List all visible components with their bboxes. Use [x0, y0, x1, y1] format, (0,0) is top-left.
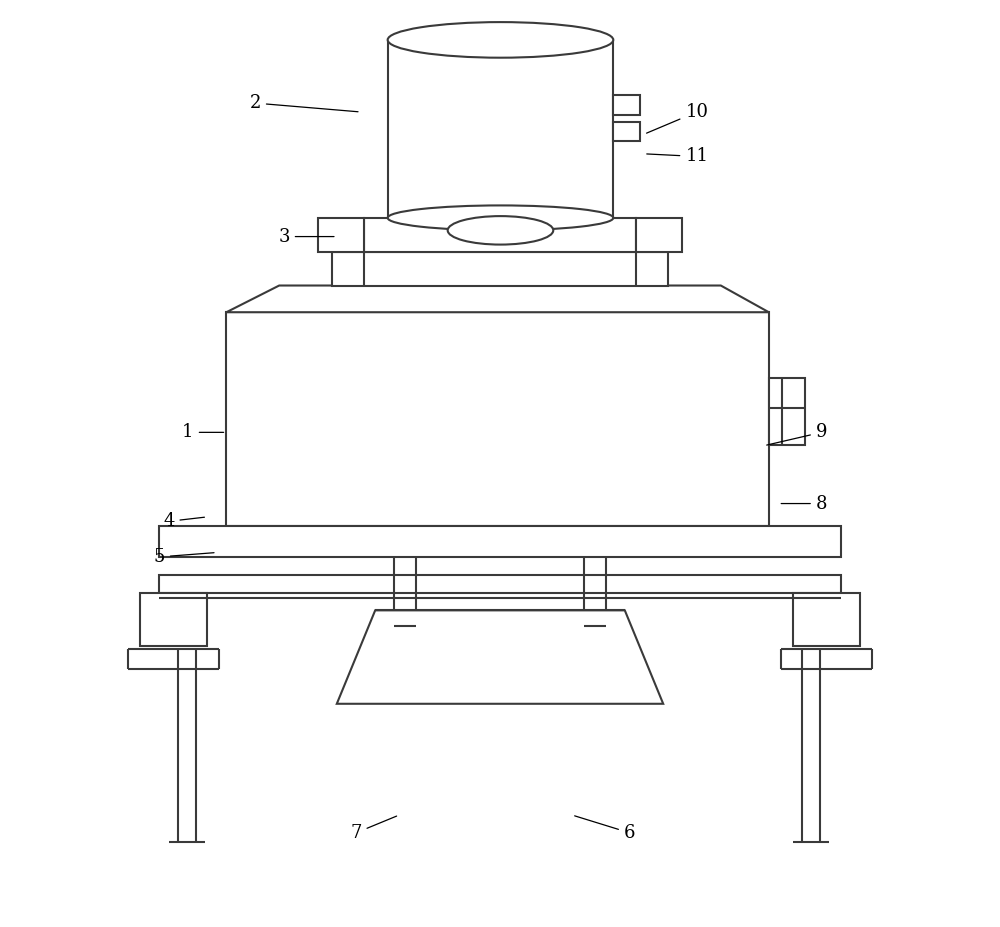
Bar [364, 218, 636, 252]
Text: 1: 1 [182, 424, 224, 441]
Polygon shape [337, 610, 663, 704]
Text: 8: 8 [781, 494, 827, 513]
Text: 10: 10 [647, 103, 708, 133]
Ellipse shape [448, 216, 553, 245]
Text: 5: 5 [154, 548, 214, 566]
Bar [636, 218, 682, 252]
Polygon shape [226, 286, 769, 312]
Text: 7: 7 [350, 816, 397, 842]
Bar [793, 592, 860, 646]
Text: 3: 3 [278, 227, 334, 246]
Text: 11: 11 [647, 147, 708, 166]
Text: 9: 9 [767, 424, 827, 445]
Ellipse shape [388, 22, 613, 57]
Text: 2: 2 [250, 94, 358, 112]
Ellipse shape [388, 206, 613, 230]
Bar [613, 95, 640, 115]
Text: 4: 4 [163, 513, 204, 530]
Bar [388, 40, 613, 218]
Bar [226, 312, 769, 526]
Bar [769, 378, 805, 445]
Bar [159, 575, 841, 592]
Bar [318, 218, 364, 252]
Bar [613, 121, 640, 141]
Bar [159, 526, 841, 557]
Bar [332, 252, 668, 286]
Bar [140, 592, 207, 646]
Text: 6: 6 [575, 816, 635, 842]
